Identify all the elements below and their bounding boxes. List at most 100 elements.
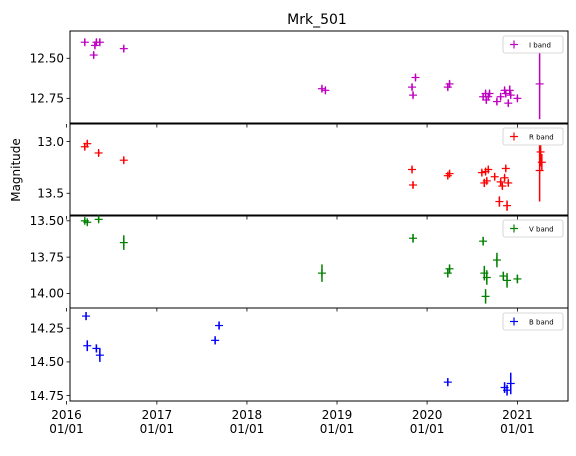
data-point (490, 172, 499, 181)
data-point (482, 176, 491, 185)
data-point (503, 384, 512, 396)
data-point (215, 321, 224, 330)
data-point (89, 51, 98, 60)
panel-frame (69, 122, 569, 217)
legend-label: I band (529, 41, 551, 49)
y-tick-label: 13.75 (30, 250, 64, 264)
data-point (492, 252, 501, 268)
data-point (537, 154, 546, 171)
data-point (504, 99, 513, 108)
y-axis-label: Magnitude (9, 138, 23, 202)
data-point (485, 89, 494, 98)
panel-b-band: 14.25 14.50 14.75 B band (30, 307, 569, 405)
data-point (83, 139, 92, 148)
data-point (211, 336, 220, 345)
data-point (445, 79, 454, 88)
data-point (496, 92, 505, 101)
y-tick-label: 14.75 (30, 389, 64, 403)
legend-box (502, 35, 564, 54)
data-point (408, 83, 417, 92)
x-tick-label-year: 2018 (232, 408, 263, 422)
data-point (513, 274, 522, 284)
data-point (535, 48, 544, 120)
data-point (82, 312, 91, 321)
data-point (95, 348, 104, 362)
data-point (481, 289, 490, 304)
x-tick-label-date: 01/01 (140, 422, 175, 436)
data-point (92, 344, 101, 353)
data-point (501, 164, 510, 173)
x-tick-label-date: 01/01 (49, 422, 84, 436)
legend: V band (502, 219, 564, 238)
panels: 12.50 12.75 I band 13.0 13.5 R band 13.50 13.75… (30, 30, 569, 405)
x-tick-label-date: 01/01 (500, 422, 535, 436)
data-point (498, 182, 507, 191)
data-point (443, 268, 452, 278)
data-point (506, 372, 515, 395)
data-point (443, 378, 452, 387)
data-point (409, 181, 418, 189)
panel-frame (69, 307, 569, 402)
data-point (482, 270, 491, 285)
y-tick-label: 13.0 (37, 135, 64, 149)
data-point (496, 177, 505, 186)
legend: R band (502, 127, 564, 146)
data-point (484, 165, 493, 174)
data-point (408, 165, 417, 174)
data-point (505, 85, 514, 96)
data-point (477, 168, 486, 177)
data-point (445, 264, 454, 274)
y-tick-label: 14.50 (30, 355, 64, 369)
panel-i-band: 12.50 12.75 I band (30, 30, 569, 128)
data-point (321, 86, 330, 95)
y-tick-label: 14.00 (30, 287, 64, 301)
data-point (443, 171, 452, 180)
x-axis: 201601/01201701/01201801/01201901/012020… (49, 408, 534, 436)
data-point (503, 200, 512, 211)
legend: B band (502, 312, 564, 331)
data-point (513, 94, 522, 103)
y-tick-label: 14.25 (30, 321, 64, 335)
data-point (119, 235, 128, 250)
data-point (504, 178, 513, 187)
x-tick-label-date: 01/01 (230, 422, 265, 436)
panel-v-band: 13.50 13.75 14.00 V band (30, 214, 569, 312)
legend-box (502, 312, 564, 331)
y-tick-label: 13.5 (37, 186, 64, 200)
data-point (503, 273, 512, 288)
data-point (411, 73, 420, 82)
data-point (506, 91, 515, 100)
panel-frame (69, 30, 569, 125)
data-point (83, 218, 92, 227)
data-point (495, 196, 504, 207)
legend-box (502, 127, 564, 146)
data-point (94, 148, 103, 157)
legend-label: B band (529, 318, 554, 326)
panel-frame (69, 214, 569, 309)
x-tick-label-date: 01/01 (410, 422, 445, 436)
legend-label: R band (529, 133, 554, 141)
data-point (80, 38, 89, 47)
x-tick-label-date: 01/01 (320, 422, 355, 436)
chart-title: Mrk_501 (287, 12, 347, 28)
y-tick-label: 13.50 (30, 214, 64, 228)
x-tick-label-year: 2017 (142, 408, 173, 422)
data-point (409, 91, 418, 100)
x-tick-label-year: 2016 (51, 408, 82, 422)
data-point (83, 340, 92, 352)
x-tick-label-year: 2021 (502, 408, 533, 422)
x-tick-label-year: 2019 (322, 408, 353, 422)
data-point (409, 233, 418, 243)
data-point (119, 156, 128, 165)
legend-label: V band (529, 225, 554, 233)
data-point (95, 38, 104, 47)
legend: I band (502, 35, 564, 54)
data-point (479, 236, 488, 246)
data-point (499, 271, 508, 281)
y-tick-label: 12.75 (30, 92, 64, 106)
data-point (445, 169, 454, 178)
x-tick-label-year: 2020 (412, 408, 443, 422)
data-point (500, 173, 509, 182)
